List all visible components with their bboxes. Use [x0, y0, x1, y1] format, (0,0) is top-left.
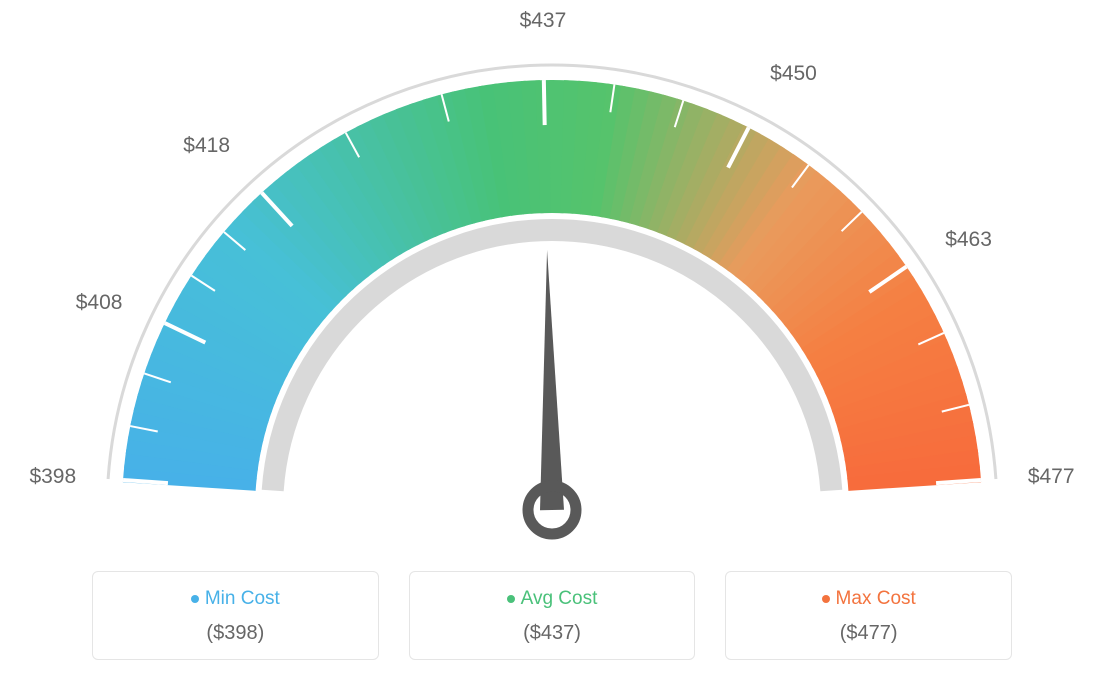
gauge-tick-label: $463 — [945, 228, 992, 252]
gauge-tick-label: $450 — [770, 62, 817, 86]
legend-title-avg: Avg Cost — [420, 588, 685, 610]
legend-row: Min Cost ($398) Avg Cost ($437) Max Cost… — [92, 571, 1012, 660]
legend-title-text: Max Cost — [836, 588, 916, 609]
legend-title-max: Max Cost — [736, 588, 1001, 610]
legend-value-min: ($398) — [103, 622, 368, 645]
gauge-tick-label: $398 — [29, 465, 76, 489]
legend-card-avg: Avg Cost ($437) — [409, 571, 696, 660]
gauge-svg — [0, 0, 1104, 560]
gauge-tick-label: $437 — [520, 9, 567, 33]
cost-gauge-container: $398 $408 $418 $437 $450 $463 $477 Min Cost ($… — [0, 0, 1104, 690]
gauge-tick-label: $477 — [1028, 465, 1075, 489]
legend-card-max: Max Cost ($477) — [725, 571, 1012, 660]
dot-icon — [191, 595, 199, 603]
dot-icon — [822, 595, 830, 603]
legend-title-text: Min Cost — [205, 588, 280, 609]
legend-card-min: Min Cost ($398) — [92, 571, 379, 660]
legend-value-avg: ($437) — [420, 622, 685, 645]
gauge-tick-label: $408 — [76, 291, 123, 315]
dot-icon — [507, 595, 515, 603]
gauge-chart: $398 $408 $418 $437 $450 $463 $477 — [0, 0, 1104, 560]
gauge-tick-label: $418 — [183, 134, 230, 158]
legend-value-max: ($477) — [736, 622, 1001, 645]
legend-title-text: Avg Cost — [521, 588, 598, 609]
legend-title-min: Min Cost — [103, 588, 368, 610]
